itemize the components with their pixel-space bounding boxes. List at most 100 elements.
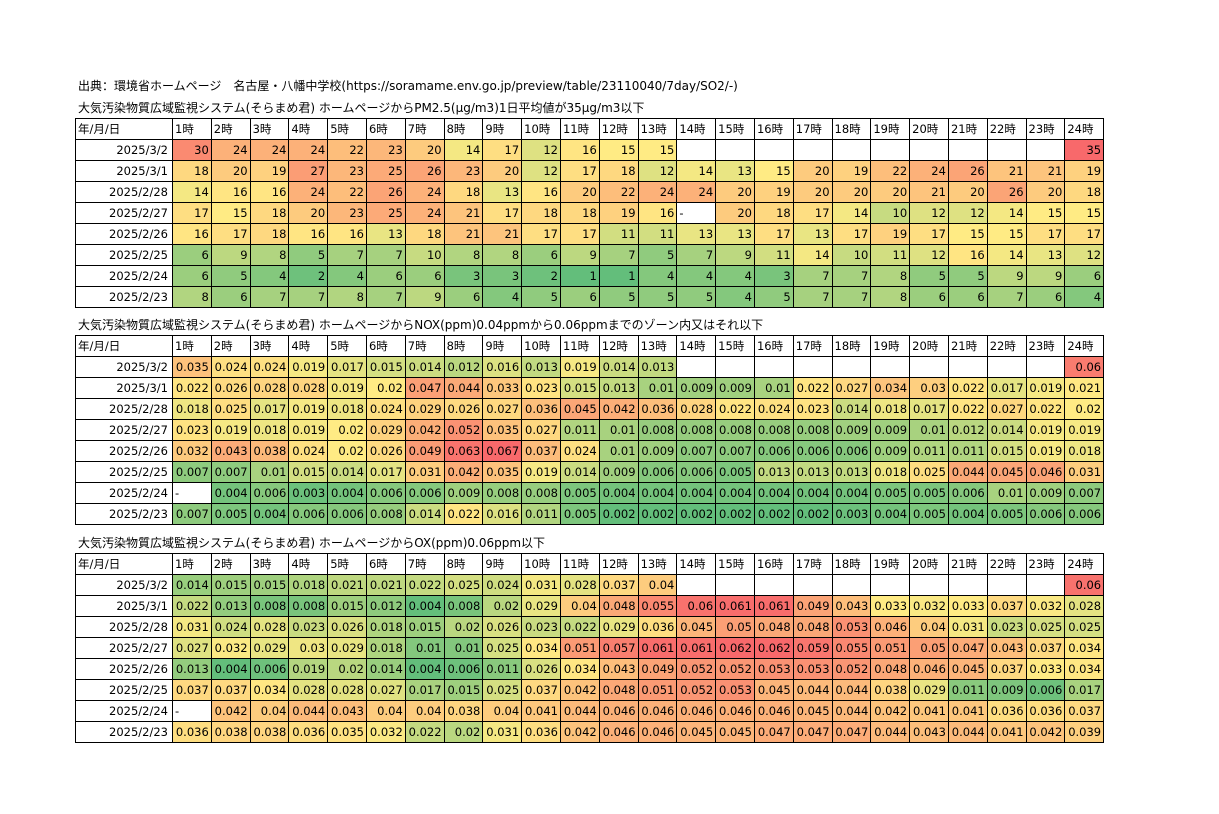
value-cell: 0.036 bbox=[1025, 700, 1066, 722]
value-cell: 0.011 bbox=[482, 658, 523, 680]
value-cell: 0.024 bbox=[288, 440, 329, 462]
value-cell: 0.022 bbox=[404, 721, 445, 743]
value-cell: 5 bbox=[909, 265, 949, 287]
value-cell: 0.019 bbox=[1025, 419, 1066, 441]
value-cell: 4 bbox=[249, 265, 290, 287]
value-cell: 0.026 bbox=[443, 398, 484, 420]
value-cell: 6 bbox=[172, 265, 212, 287]
value-cell: 0.028 bbox=[676, 398, 717, 420]
value-cell: 0.01 bbox=[598, 419, 639, 441]
value-cell: 0.067 bbox=[482, 440, 523, 462]
value-cell: 13 bbox=[482, 181, 523, 203]
value-cell: 0.038 bbox=[249, 440, 290, 462]
nox-table-title: 大気汚染物質広域監視システム(そらまめ君) ホームページからNOX(ppm)0.… bbox=[78, 318, 764, 332]
value-cell: 0.029 bbox=[249, 637, 290, 659]
value-cell: 22 bbox=[327, 181, 367, 203]
value-cell: 0.04 bbox=[365, 700, 406, 722]
value-cell: 7 bbox=[792, 265, 833, 287]
value-cell: 12 bbox=[521, 160, 561, 182]
value-cell: 18 bbox=[172, 160, 212, 182]
value-cell: 11 bbox=[637, 223, 678, 245]
date-cell: 2025/3/1 bbox=[75, 595, 173, 617]
value-cell: 0.024 bbox=[559, 440, 600, 462]
value-cell: 0.037 bbox=[986, 658, 1027, 680]
value-cell: 0.06 bbox=[1064, 574, 1105, 596]
value-cell: 22 bbox=[870, 160, 911, 182]
value-cell: 24 bbox=[249, 139, 290, 161]
value-cell: 7 bbox=[792, 286, 833, 308]
value-cell: 0.006 bbox=[792, 440, 833, 462]
value-cell: 13 bbox=[365, 223, 406, 245]
value-cell: 15 bbox=[947, 223, 988, 245]
value-cell: 0.039 bbox=[1064, 721, 1105, 743]
hour-header: 3時 bbox=[249, 553, 290, 575]
value-cell: 20 bbox=[870, 181, 911, 203]
value-cell: 8 bbox=[870, 265, 911, 287]
value-cell bbox=[753, 356, 794, 378]
value-cell: 0.024 bbox=[365, 398, 406, 420]
value-cell: 5 bbox=[947, 265, 988, 287]
value-cell bbox=[947, 139, 988, 161]
value-cell: 5 bbox=[753, 286, 794, 308]
value-cell: 8 bbox=[249, 244, 290, 266]
hour-header: 22時 bbox=[986, 553, 1027, 575]
value-cell: 14 bbox=[443, 139, 484, 161]
value-cell: 7 bbox=[831, 265, 872, 287]
value-cell: 0.014 bbox=[365, 658, 406, 680]
value-cell: 0.012 bbox=[947, 419, 988, 441]
value-cell: 0.018 bbox=[870, 398, 911, 420]
value-cell: 0.051 bbox=[559, 637, 600, 659]
hour-header: 15時 bbox=[715, 118, 755, 140]
value-cell: 0.002 bbox=[715, 503, 755, 525]
value-cell: 0.044 bbox=[559, 700, 600, 722]
value-cell: 0.019 bbox=[288, 356, 329, 378]
value-cell: 6 bbox=[559, 286, 600, 308]
value-cell: 0.014 bbox=[404, 503, 445, 525]
value-cell: 17 bbox=[909, 223, 949, 245]
value-cell: 16 bbox=[172, 223, 212, 245]
table-row: 2025/2/26 0.013 0.004 0.006 0.019 0.02 0.014 0.… bbox=[75, 658, 1105, 680]
value-cell: 0.014 bbox=[598, 356, 639, 378]
value-cell: 0.025 bbox=[482, 679, 523, 701]
table-row: 2025/2/25 0.007 0.007 0.01 0.015 0.014 0.017 0.… bbox=[75, 461, 1105, 483]
value-cell: 0.022 bbox=[172, 377, 212, 399]
value-cell: 0.025 bbox=[210, 398, 251, 420]
value-cell: 0.028 bbox=[1064, 595, 1105, 617]
table-row: 2025/3/2 0.014 0.015 0.015 0.018 0.021 0.021 0.… bbox=[75, 574, 1105, 596]
table-row: 2025/2/23 0.007 0.005 0.004 0.006 0.006 0.008 0… bbox=[75, 503, 1105, 525]
date-cell: 2025/3/1 bbox=[75, 377, 173, 399]
value-cell: 0.046 bbox=[598, 721, 639, 743]
value-cell: 0.044 bbox=[947, 461, 988, 483]
value-cell: 4 bbox=[482, 286, 523, 308]
value-cell: 0.048 bbox=[870, 658, 911, 680]
value-cell: 0.013 bbox=[598, 377, 639, 399]
value-cell: 0.035 bbox=[327, 721, 367, 743]
value-cell bbox=[986, 139, 1027, 161]
value-cell: 0.048 bbox=[598, 679, 639, 701]
value-cell: 0.049 bbox=[637, 658, 678, 680]
value-cell: 6 bbox=[210, 286, 251, 308]
value-cell: 9 bbox=[559, 244, 600, 266]
value-cell: 0.018 bbox=[365, 616, 406, 638]
value-cell: 0.026 bbox=[210, 377, 251, 399]
value-cell: 8 bbox=[870, 286, 911, 308]
value-cell: 0.032 bbox=[1025, 595, 1066, 617]
value-cell: 0.063 bbox=[443, 440, 484, 462]
value-cell: 15 bbox=[210, 202, 251, 224]
hour-header: 7時 bbox=[404, 335, 445, 357]
value-cell: 0.008 bbox=[521, 482, 561, 504]
hour-header: 10時 bbox=[521, 553, 561, 575]
value-cell: 0.061 bbox=[637, 637, 678, 659]
value-cell bbox=[909, 574, 949, 596]
value-cell bbox=[792, 139, 833, 161]
date-cell: 2025/2/28 bbox=[75, 616, 173, 638]
value-cell: 2 bbox=[521, 265, 561, 287]
hour-header: 21時 bbox=[947, 335, 988, 357]
hour-header: 3時 bbox=[249, 335, 290, 357]
value-cell: 0.018 bbox=[1064, 440, 1105, 462]
value-cell: 0.025 bbox=[443, 574, 484, 596]
value-cell: 0.044 bbox=[792, 679, 833, 701]
value-cell: 0.037 bbox=[521, 679, 561, 701]
ox-table-title: 大気汚染物質広域監視システム(そらまめ君) ホームページからOX(ppm)0.0… bbox=[78, 536, 546, 550]
value-cell: - bbox=[172, 700, 212, 722]
